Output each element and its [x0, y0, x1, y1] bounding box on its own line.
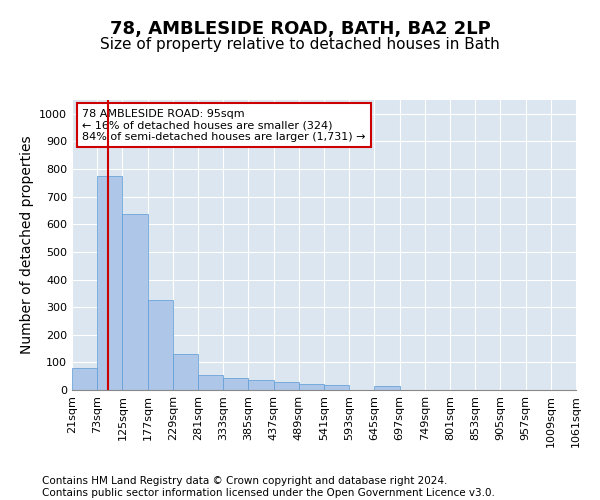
Text: Contains HM Land Registry data © Crown copyright and database right 2024.: Contains HM Land Registry data © Crown c… — [42, 476, 448, 486]
Text: 78 AMBLESIDE ROAD: 95sqm
← 16% of detached houses are smaller (324)
84% of semi-: 78 AMBLESIDE ROAD: 95sqm ← 16% of detach… — [82, 108, 365, 142]
Bar — [274, 382, 299, 390]
Bar — [72, 368, 97, 390]
Bar — [198, 375, 223, 390]
Bar — [248, 380, 274, 390]
Bar — [148, 300, 173, 390]
Bar — [324, 385, 349, 390]
Bar — [374, 386, 400, 390]
Bar — [97, 176, 122, 390]
Bar — [223, 378, 248, 390]
Text: Size of property relative to detached houses in Bath: Size of property relative to detached ho… — [100, 38, 500, 52]
Bar — [173, 354, 198, 390]
Text: Contains public sector information licensed under the Open Government Licence v3: Contains public sector information licen… — [42, 488, 495, 498]
Text: 78, AMBLESIDE ROAD, BATH, BA2 2LP: 78, AMBLESIDE ROAD, BATH, BA2 2LP — [110, 20, 490, 38]
Bar — [299, 384, 324, 390]
Y-axis label: Number of detached properties: Number of detached properties — [20, 136, 34, 354]
Bar — [122, 214, 148, 390]
